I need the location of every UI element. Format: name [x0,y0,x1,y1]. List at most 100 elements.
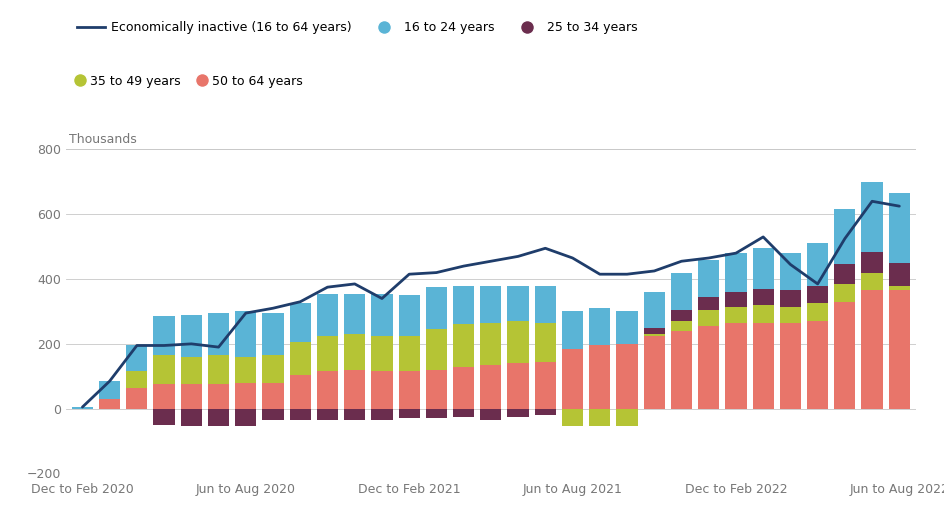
Bar [725,253,747,292]
Bar [126,345,147,371]
Bar [780,290,801,306]
Bar [208,384,229,409]
Bar [671,310,692,321]
Bar [699,297,719,310]
Bar [317,409,338,420]
Bar [508,409,529,417]
Bar [699,326,719,409]
Bar [671,331,692,409]
Bar [180,384,202,409]
Bar [562,409,583,427]
Bar [208,355,229,384]
Bar [262,313,283,355]
Bar [180,409,202,427]
Bar [453,286,474,325]
Bar [99,381,120,399]
Bar [426,329,447,370]
Bar [780,306,801,323]
Bar [453,325,474,367]
Bar [480,409,501,420]
Bar [725,323,747,409]
Bar [480,323,501,365]
Bar [208,409,229,427]
Bar [154,355,175,384]
Bar [154,317,175,355]
Bar [235,357,257,383]
Bar [290,375,311,409]
Bar [126,371,147,388]
Bar [780,253,801,290]
Bar [699,310,719,326]
Bar [644,336,665,409]
Bar [290,342,311,375]
Bar [888,286,910,290]
Bar [807,286,828,303]
Bar [262,355,283,383]
Text: Thousands: Thousands [69,133,137,146]
Bar [534,286,556,323]
Bar [290,409,311,420]
Bar [453,367,474,409]
Bar [888,290,910,409]
Bar [398,295,420,336]
Bar [398,409,420,418]
Bar [480,286,501,323]
Bar [644,328,665,334]
Bar [371,371,393,409]
Bar [752,248,774,289]
Bar [508,363,529,409]
Bar [154,384,175,409]
Bar [508,321,529,363]
Bar [562,311,583,349]
Bar [671,321,692,331]
Bar [371,336,393,371]
Bar [834,284,855,302]
Bar [345,409,365,420]
Bar [562,349,583,409]
Bar [725,292,747,306]
Bar [426,287,447,329]
Bar [862,182,883,252]
Bar [180,357,202,384]
Bar [345,370,365,409]
Bar [589,409,611,427]
Bar [208,313,229,355]
Bar [644,334,665,336]
Bar [725,306,747,323]
Bar [72,407,93,409]
Bar [862,290,883,409]
Bar [752,305,774,323]
Bar [671,272,692,310]
Bar [644,292,665,328]
Bar [780,323,801,409]
Bar [180,315,202,357]
Bar [807,303,828,321]
Bar [534,409,556,415]
Bar [534,323,556,362]
Bar [345,294,365,334]
Bar [371,409,393,420]
Bar [235,409,257,427]
Bar [126,388,147,409]
Bar [834,264,855,284]
Bar [371,294,393,336]
Bar [616,409,637,427]
Bar [616,311,637,344]
Bar [480,365,501,409]
Bar [99,399,120,409]
Legend: 35 to 49 years, 50 to 64 years: 35 to 49 years, 50 to 64 years [73,70,308,93]
Bar [317,371,338,409]
Bar [508,286,529,321]
Bar [807,244,828,286]
Bar [862,252,883,272]
Bar [345,334,365,370]
Bar [888,193,910,263]
Bar [235,383,257,409]
Bar [290,303,311,342]
Bar [262,383,283,409]
Bar [317,294,338,336]
Bar [426,370,447,409]
Bar [589,345,611,409]
Bar [398,336,420,371]
Bar [834,302,855,409]
